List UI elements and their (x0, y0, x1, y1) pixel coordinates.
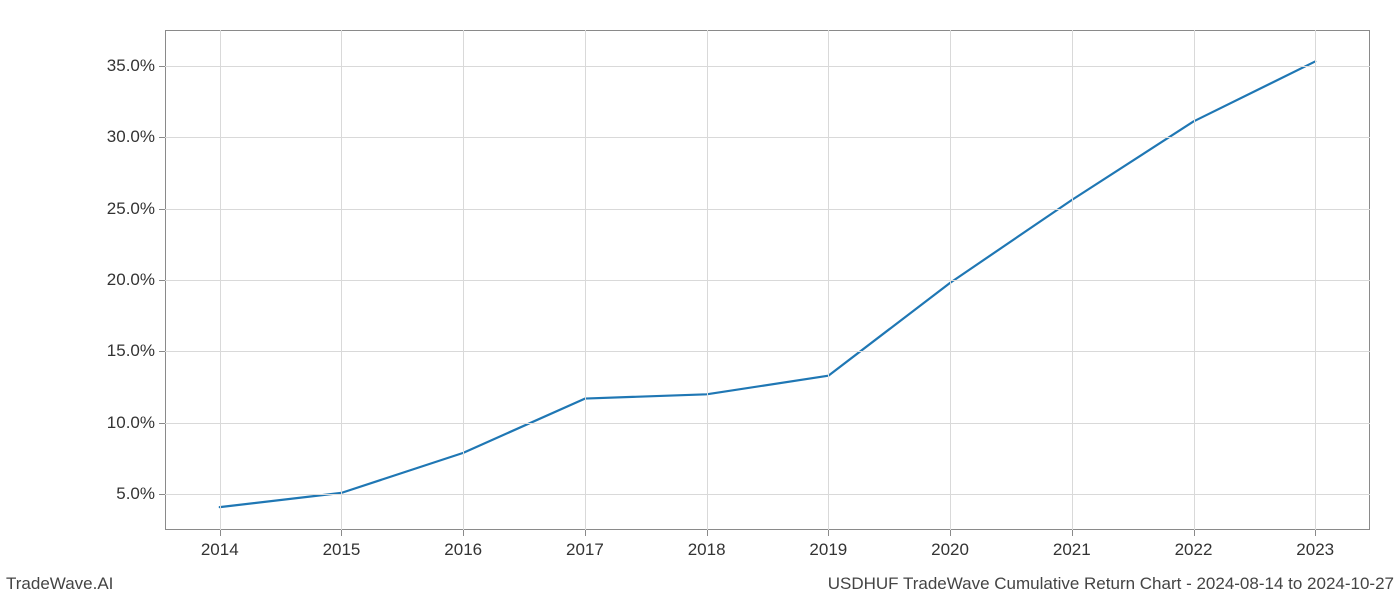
gridline-horizontal (165, 66, 1370, 67)
ytick-label: 15.0% (107, 341, 165, 361)
xtick-label: 2022 (1175, 530, 1213, 560)
xtick-label: 2018 (688, 530, 726, 560)
xtick-label: 2017 (566, 530, 604, 560)
chart-container: 5.0% 10.0% 15.0% 20.0% 25.0% 30.0% 35.0% 2014 20… (0, 0, 1400, 600)
gridline-vertical (707, 30, 708, 530)
ytick-label: 35.0% (107, 56, 165, 76)
xtick-label: 2014 (201, 530, 239, 560)
ytick-label: 5.0% (116, 484, 165, 504)
footer-left-brand: TradeWave.AI (6, 574, 113, 594)
gridline-vertical (1315, 30, 1316, 530)
xtick-label: 2016 (444, 530, 482, 560)
xtick-label: 2019 (809, 530, 847, 560)
ytick-label: 30.0% (107, 127, 165, 147)
gridline-vertical (828, 30, 829, 530)
gridline-vertical (1194, 30, 1195, 530)
series-line (220, 61, 1315, 507)
xtick-label: 2020 (931, 530, 969, 560)
gridline-horizontal (165, 280, 1370, 281)
gridline-vertical (950, 30, 951, 530)
ytick-label: 20.0% (107, 270, 165, 290)
gridline-horizontal (165, 137, 1370, 138)
gridline-vertical (1072, 30, 1073, 530)
ytick-label: 25.0% (107, 199, 165, 219)
gridline-horizontal (165, 351, 1370, 352)
gridline-horizontal (165, 209, 1370, 210)
gridline-horizontal (165, 494, 1370, 495)
ytick-label: 10.0% (107, 413, 165, 433)
gridline-vertical (341, 30, 342, 530)
footer-right-caption: USDHUF TradeWave Cumulative Return Chart… (828, 574, 1394, 594)
gridline-vertical (220, 30, 221, 530)
plot-area: 5.0%10.0%15.0%20.0%25.0%30.0%35.0%201420… (165, 30, 1370, 530)
gridline-horizontal (165, 423, 1370, 424)
xtick-label: 2015 (323, 530, 361, 560)
xtick-label: 2021 (1053, 530, 1091, 560)
gridline-vertical (585, 30, 586, 530)
gridline-vertical (463, 30, 464, 530)
xtick-label: 2023 (1296, 530, 1334, 560)
